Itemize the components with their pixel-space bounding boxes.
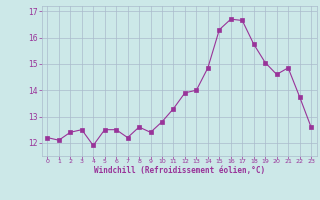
X-axis label: Windchill (Refroidissement éolien,°C): Windchill (Refroidissement éolien,°C) — [94, 166, 265, 175]
